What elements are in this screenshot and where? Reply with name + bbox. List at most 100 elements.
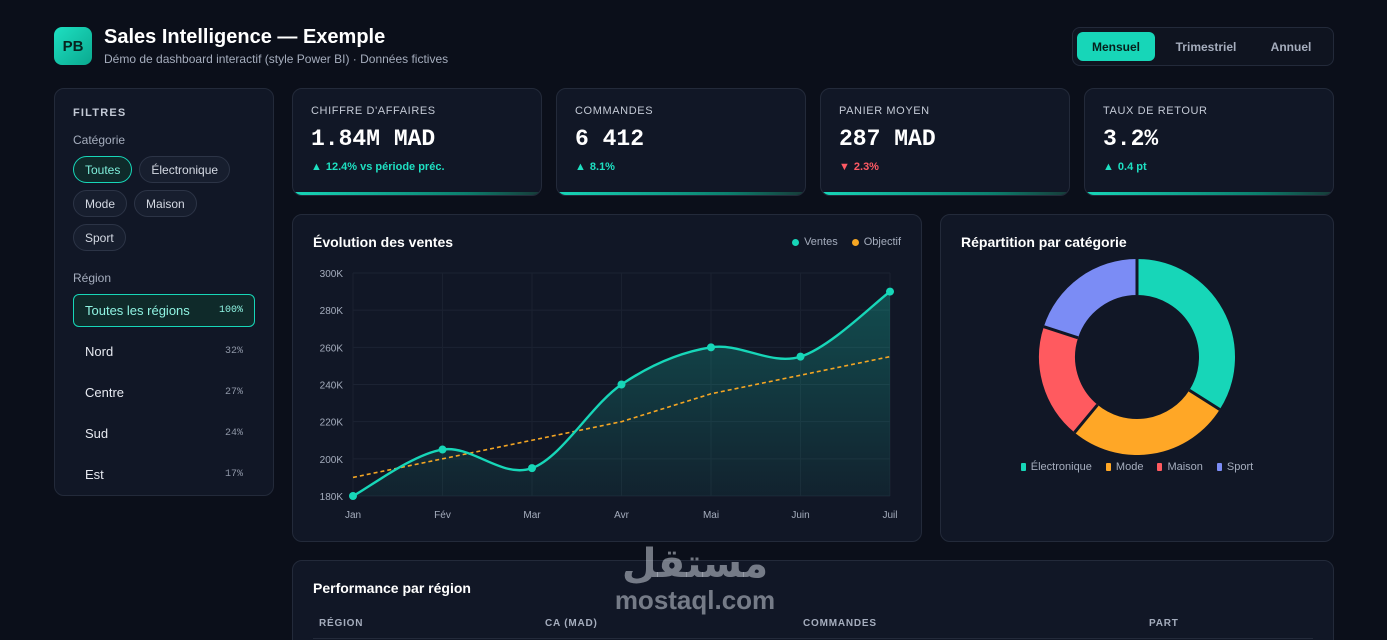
donut-slice-electronique[interactable]: [1136, 259, 1235, 410]
region-performance-title: Performance par région: [313, 580, 471, 596]
triangle-up-icon: ▲: [311, 161, 322, 173]
category-chart-title: Répartition par catégorie: [961, 234, 1127, 250]
kpi-accent-bar: [557, 192, 805, 195]
legend-item-objectif[interactable]: Objectif: [851, 236, 901, 248]
kpi-accent-bar: [1085, 192, 1333, 195]
category-chip-electronique[interactable]: Électronique: [139, 156, 231, 183]
donut-separator: [1043, 325, 1079, 340]
donut-separator: [1188, 388, 1221, 411]
triangle-down-icon: ▼: [839, 161, 850, 173]
kpi-delta: ▲ 0.4 pt: [1103, 161, 1147, 173]
region-list: Toutes les régions 100% Nord 32% Centre …: [73, 294, 255, 491]
region-item-sud[interactable]: Sud 24%: [73, 417, 255, 450]
region-item-nord[interactable]: Nord 32%: [73, 335, 255, 368]
donut-slice-sport[interactable]: [1043, 259, 1138, 339]
period-quarterly-button[interactable]: Trimestriel: [1175, 39, 1237, 54]
x-tick-label: Mai: [703, 510, 719, 521]
kpi-value: 6 412: [575, 126, 645, 152]
donut-separator: [1073, 403, 1099, 434]
period-yearly-button[interactable]: Annuel: [1270, 39, 1312, 54]
kpi-label: TAUX DE RETOUR: [1103, 105, 1208, 117]
legend-item-maison[interactable]: Maison: [1157, 461, 1203, 473]
category-chips: Toutes Électronique Mode Maison Sport: [73, 156, 255, 251]
y-tick-label: 260K: [320, 343, 344, 354]
triangle-up-icon: ▲: [575, 161, 586, 173]
category-chip-mode[interactable]: Mode: [73, 190, 128, 217]
region-share: 32%: [224, 346, 243, 357]
donut-legend: Électronique Mode Maison Sport: [941, 461, 1333, 473]
period-switcher: Mensuel Trimestriel Annuel: [1072, 27, 1334, 66]
series-area-ventes: [353, 291, 890, 496]
data-point-ventes: [617, 380, 626, 389]
triangle-up-icon: ▲: [1103, 161, 1114, 173]
data-point-ventes: [438, 445, 447, 454]
category-chip-sport[interactable]: Sport: [73, 224, 126, 251]
kpi-card-revenue: CHIFFRE D'AFFAIRES 1.84M MAD ▲ 12.4% vs p…: [292, 88, 542, 196]
data-point-ventes: [796, 352, 805, 361]
legend-item-electronique[interactable]: Électronique: [1020, 461, 1092, 473]
x-tick-label: Juil: [882, 510, 897, 521]
category-chart-card: Répartition par catégorie Électronique M…: [940, 214, 1334, 542]
period-monthly-button[interactable]: Mensuel: [1077, 32, 1155, 61]
y-tick-label: 240K: [320, 381, 344, 392]
kpi-value: 3.2%: [1103, 126, 1159, 152]
x-tick-label: Avr: [614, 510, 629, 521]
kpi-accent-bar: [293, 192, 541, 195]
y-tick-label: 220K: [320, 418, 344, 429]
kpi-value: 1.84M MAD: [311, 126, 436, 152]
x-tick-label: Mar: [523, 510, 541, 521]
region-item-centre[interactable]: Centre 27%: [73, 376, 255, 409]
kpi-accent-bar: [821, 192, 1069, 195]
kpi-card-orders: COMMANDES 6 412 ▲ 8.1%: [556, 88, 806, 196]
data-point-ventes: [707, 343, 715, 352]
kpi-delta: ▲ 12.4% vs période préc.: [311, 161, 445, 173]
kpi-card-basket: PANIER MOYEN 287 MAD ▼ 2.3%: [820, 88, 1070, 196]
region-name: Centre: [85, 385, 125, 400]
region-item-est[interactable]: Est 17%: [73, 458, 255, 491]
x-tick-label: Juin: [791, 510, 809, 521]
kpi-label: COMMANDES: [575, 105, 654, 117]
filters-title: FILTRES: [73, 107, 127, 119]
kpi-delta: ▼ 2.3%: [839, 161, 879, 173]
kpi-value: 287 MAD: [839, 126, 936, 152]
region-name: Toutes les régions: [85, 303, 190, 318]
sales-chart-title: Évolution des ventes: [313, 234, 454, 250]
y-tick-label: 280K: [320, 306, 344, 317]
kpi-label: CHIFFRE D'AFFAIRES: [311, 105, 436, 117]
kpi-delta: ▲ 8.1%: [575, 161, 615, 173]
page-title: Sales Intelligence — Exemple: [104, 26, 386, 48]
app-logo: PB: [54, 27, 92, 65]
region-share: 24%: [224, 428, 243, 439]
column-header-revenue[interactable]: CA (MAD): [545, 618, 598, 629]
region-share: 100%: [218, 305, 243, 316]
y-tick-label: 200K: [320, 455, 344, 466]
y-tick-label: 300K: [320, 269, 344, 280]
region-performance-card: Performance par région RÉGION CA (MAD) C…: [292, 560, 1334, 640]
column-header-share[interactable]: PART: [1149, 618, 1179, 629]
y-tick-label: 180K: [320, 492, 344, 503]
page-subtitle: Démo de dashboard interactif (style Powe…: [104, 52, 449, 66]
column-header-region[interactable]: RÉGION: [319, 618, 364, 629]
sales-chart-legend: Ventes Objectif: [792, 236, 901, 248]
column-header-orders[interactable]: COMMANDES: [803, 618, 877, 629]
category-donut-chart: [1039, 259, 1235, 455]
region-name: Sud: [85, 426, 109, 441]
data-point-ventes: [349, 492, 357, 500]
region-label: Région: [73, 271, 112, 285]
legend-item-sport[interactable]: Sport: [1216, 461, 1253, 473]
region-item-all[interactable]: Toutes les régions 100%: [73, 294, 255, 327]
category-chip-maison[interactable]: Maison: [134, 190, 197, 217]
kpi-card-returns: TAUX DE RETOUR 3.2% ▲ 0.4 pt: [1084, 88, 1334, 196]
legend-item-ventes[interactable]: Ventes: [792, 236, 838, 248]
filters-panel: FILTRES Catégorie Toutes Électronique Mo…: [54, 88, 274, 496]
sales-chart-card: Évolution des ventes Ventes Objectif 180…: [292, 214, 922, 542]
donut-slice-maison[interactable]: [1039, 326, 1099, 433]
region-share: 17%: [224, 469, 243, 480]
data-point-ventes: [886, 287, 894, 296]
donut-slice-mode[interactable]: [1074, 389, 1220, 455]
region-name: Nord: [85, 344, 114, 359]
category-chip-all[interactable]: Toutes: [73, 156, 133, 183]
legend-item-mode[interactable]: Mode: [1105, 461, 1143, 473]
category-label: Catégorie: [73, 133, 126, 147]
region-share: 27%: [224, 387, 243, 398]
